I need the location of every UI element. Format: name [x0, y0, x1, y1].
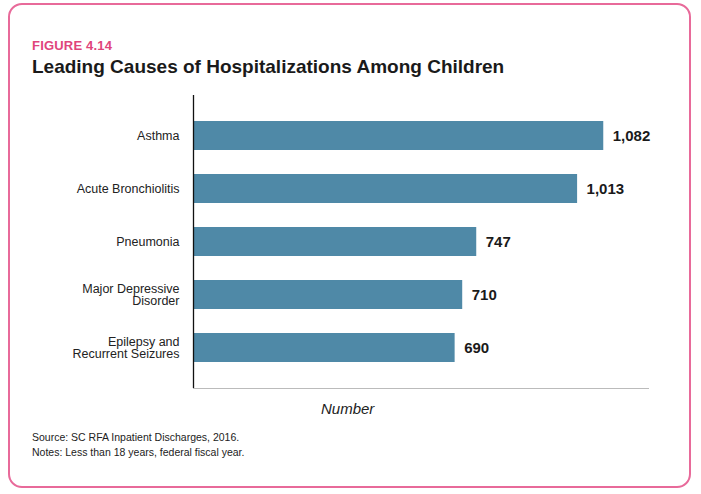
svg-text:710: 710 [472, 286, 497, 303]
svg-text:1,082: 1,082 [613, 127, 651, 144]
html-text:Source: SC RFA Inpatient Disch: Source: SC RFA Inpatient Discharges, 201… [32, 431, 240, 443]
svg-text:Acute Bronchiolitis: Acute Bronchiolitis [77, 182, 180, 196]
svg-text:690: 690 [464, 339, 489, 356]
svg-text:Major DepressiveDisorder: Major DepressiveDisorder [82, 282, 179, 309]
svg-text:Epilepsy andRecurrent Seizures: Epilepsy andRecurrent Seizures [73, 335, 180, 362]
html-text:Number: Number [321, 400, 375, 417]
svg-text:1,013: 1,013 [587, 180, 625, 197]
html-text:Notes: Less than 18 years, fed: Notes: Less than 18 years, federal fisca… [32, 446, 245, 458]
svg-text:747: 747 [486, 233, 511, 250]
svg-text:Pneumonia: Pneumonia [116, 235, 179, 249]
svg-text:Asthma: Asthma [137, 129, 179, 143]
html-text:Leading Causes of Hospitalizat: Leading Causes of Hospitalizations Among… [32, 56, 505, 77]
html-text:FIGURE 4.14: FIGURE 4.14 [32, 38, 113, 53]
